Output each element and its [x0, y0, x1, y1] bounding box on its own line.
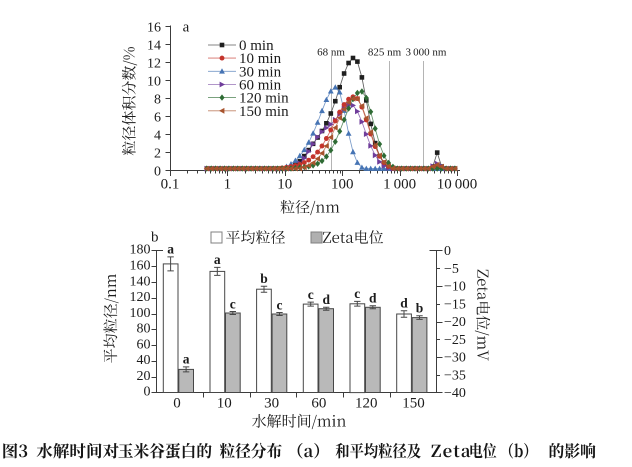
svg-text:b: b — [416, 301, 424, 316]
svg-text:0: 0 — [144, 385, 151, 400]
svg-text:68 nm: 68 nm — [317, 47, 345, 59]
svg-text:14: 14 — [147, 38, 161, 53]
svg-text:0 min: 0 min — [239, 38, 274, 54]
svg-text:a: a — [167, 242, 174, 257]
svg-text:−20: −20 — [444, 315, 466, 330]
svg-text:20: 20 — [137, 369, 151, 384]
svg-text:0.1: 0.1 — [161, 177, 180, 193]
svg-text:1: 1 — [224, 177, 232, 193]
svg-text:80: 80 — [137, 322, 151, 337]
svg-text:d: d — [322, 292, 330, 307]
svg-text:2: 2 — [154, 146, 161, 161]
svg-text:180: 180 — [130, 243, 151, 258]
svg-text:0: 0 — [154, 164, 161, 179]
svg-text:120 min: 120 min — [239, 91, 289, 107]
svg-text:10 min: 10 min — [239, 51, 282, 67]
svg-text:−5: −5 — [444, 262, 459, 277]
svg-text:0: 0 — [444, 244, 451, 259]
svg-text:60 min: 60 min — [239, 78, 282, 94]
svg-text:10: 10 — [277, 177, 292, 193]
svg-text:16: 16 — [147, 20, 161, 35]
svg-text:825 nm: 825 nm — [368, 47, 402, 59]
svg-text:30: 30 — [264, 396, 279, 412]
svg-text:10: 10 — [217, 396, 232, 412]
svg-text:12: 12 — [147, 56, 161, 71]
svg-text:b: b — [151, 230, 159, 246]
svg-text:c: c — [354, 286, 360, 301]
svg-text:a: a — [183, 352, 190, 367]
svg-text:−30: −30 — [444, 351, 466, 366]
svg-text:150: 150 — [402, 396, 425, 412]
svg-text:b: b — [260, 271, 268, 286]
svg-text:60: 60 — [137, 337, 151, 352]
svg-text:10: 10 — [147, 74, 161, 89]
svg-text:−40: −40 — [444, 386, 466, 401]
svg-text:−25: −25 — [444, 333, 466, 348]
svg-text:100: 100 — [130, 306, 151, 321]
svg-text:120: 120 — [130, 290, 151, 305]
svg-text:30 min: 30 min — [239, 64, 282, 80]
svg-text:a: a — [183, 20, 190, 36]
svg-text:c: c — [308, 287, 314, 302]
svg-text:0: 0 — [173, 396, 181, 412]
svg-text:−35: −35 — [444, 368, 466, 383]
svg-text:120: 120 — [355, 396, 378, 412]
svg-text:c: c — [230, 296, 236, 311]
svg-text:60: 60 — [311, 396, 326, 412]
svg-text:−15: −15 — [444, 297, 466, 312]
svg-text:4: 4 — [154, 128, 161, 143]
svg-text:40: 40 — [137, 353, 151, 368]
svg-text:3 000 nm: 3 000 nm — [405, 47, 446, 59]
svg-text:1 000: 1 000 — [383, 177, 416, 193]
svg-text:d: d — [369, 291, 377, 306]
svg-text:−10: −10 — [444, 280, 466, 295]
svg-text:10 000: 10 000 — [437, 177, 478, 193]
svg-text:6: 6 — [154, 110, 161, 125]
svg-text:c: c — [277, 297, 283, 312]
svg-text:140: 140 — [130, 274, 151, 289]
svg-text:150 min: 150 min — [239, 104, 289, 120]
svg-text:8: 8 — [154, 92, 161, 107]
svg-text:160: 160 — [130, 259, 151, 274]
svg-text:100: 100 — [331, 177, 354, 193]
svg-text:d: d — [400, 296, 408, 311]
svg-text:a: a — [214, 252, 221, 267]
